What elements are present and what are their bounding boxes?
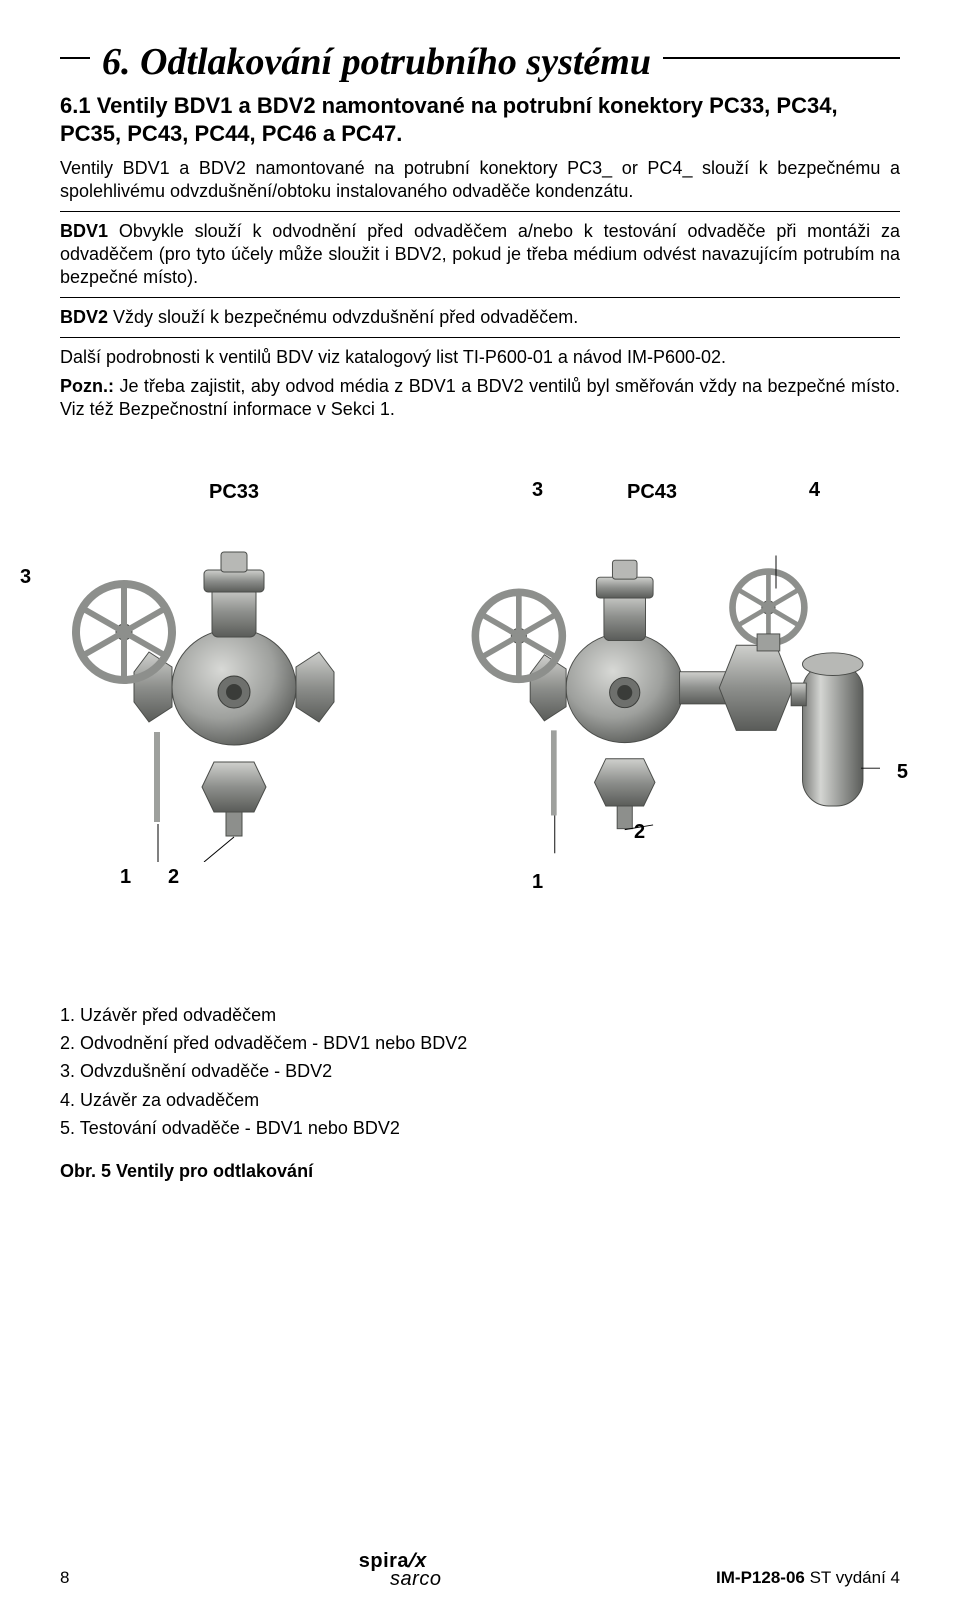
legend-list: 1. Uzávěr před odvaděčem 2. Odvodnění př… <box>60 1002 900 1140</box>
figure-pc33: PC33 <box>50 481 418 872</box>
details-paragraph: Další podrobnosti k ventilů BDV viz kata… <box>60 346 900 369</box>
legend-item-3: 3. Odvzdušnění odvaděče - BDV2 <box>60 1058 900 1084</box>
divider <box>60 297 900 298</box>
callout-1-right: 1 <box>532 871 543 894</box>
title-rule-right <box>663 57 900 59</box>
figure-image-pc33 <box>50 532 418 862</box>
legend-item-5: 5. Testování odvaděče - BDV1 nebo BDV2 <box>60 1115 900 1141</box>
callout-3-left: 3 <box>20 566 31 589</box>
section-title-row: 6. Odtlakování potrubního systému <box>60 40 900 84</box>
bdv2-paragraph: BDV2 Vždy slouží k bezpečnému odvzdušněn… <box>60 306 900 329</box>
legend-item-2: 2. Odvodnění před odvaděčem - BDV1 nebo … <box>60 1030 900 1056</box>
bdv1-label: BDV1 <box>60 221 108 241</box>
note-paragraph: Pozn.: Je třeba zajistit, aby odvod médi… <box>60 375 900 421</box>
pc43-svg <box>464 532 880 872</box>
document-id: IM-P128-06 ST vydání 4 <box>716 1568 900 1588</box>
bdv1-paragraph: BDV1 Obvykle slouží k odvodnění před odv… <box>60 220 900 289</box>
callout-4-right: 4 <box>809 479 820 502</box>
legend-item-4: 4. Uzávěr za odvaděčem <box>60 1087 900 1113</box>
note-label: Pozn.: <box>60 376 114 396</box>
bdv2-text: Vždy slouží k bezpečnému odvzdušnění pře… <box>108 307 578 327</box>
figure-caption: Obr. 5 Ventily pro odtlakování <box>60 1161 900 1182</box>
legend-item-1: 1. Uzávěr před odvaděčem <box>60 1002 900 1028</box>
note-text: Je třeba zajistit, aby odvod média z BDV… <box>60 376 900 419</box>
divider <box>60 211 900 212</box>
divider <box>60 337 900 338</box>
brand-logo: spira/x sarco <box>344 1552 441 1588</box>
callout-2-right: 2 <box>634 821 645 844</box>
callout-5-right: 5 <box>897 761 908 784</box>
figure-label-pc33: PC33 <box>50 481 418 504</box>
figure-image-pc43 <box>464 532 880 872</box>
bdv2-label: BDV2 <box>60 307 108 327</box>
page-number: 8 <box>60 1568 69 1588</box>
figure-pc43: PC43 <box>464 481 880 872</box>
figures-row: PC33 <box>60 481 900 872</box>
doc-id-prefix: IM-P128-06 <box>716 1568 805 1587</box>
callout-2-left: 2 <box>168 866 179 889</box>
subsection-heading: 6.1 Ventily BDV1 a BDV2 namontované na p… <box>60 92 900 147</box>
bdv1-text: Obvykle slouží k odvodnění před odvaděče… <box>60 221 900 287</box>
section-title: 6. Odtlakování potrubního systému <box>102 40 651 84</box>
page-footer: 8 spira/x sarco IM-P128-06 ST vydání 4 <box>60 1552 900 1588</box>
callout-3-right: 3 <box>532 479 543 502</box>
doc-id-suffix: ST vydání 4 <box>805 1568 900 1587</box>
title-rule-left <box>60 57 90 59</box>
callout-1-left: 1 <box>120 866 131 889</box>
pc33-svg <box>50 532 418 862</box>
logo-bottom: sarco <box>390 1570 441 1588</box>
intro-paragraph: Ventily BDV1 a BDV2 namontované na potru… <box>60 157 900 203</box>
